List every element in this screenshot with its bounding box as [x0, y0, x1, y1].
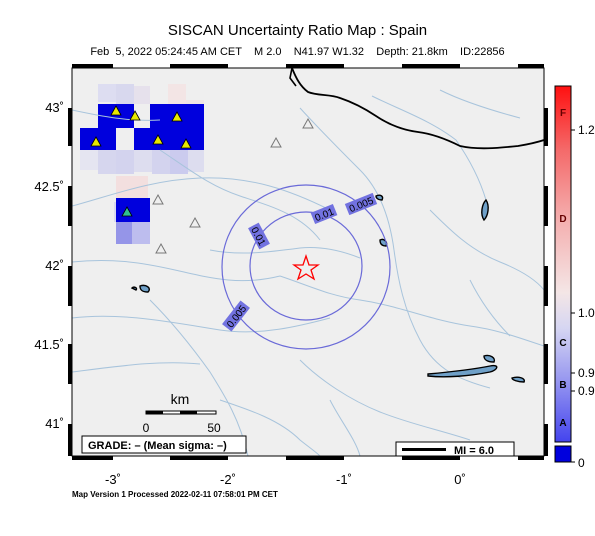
y-tick-label: 43˚ — [45, 100, 64, 115]
reservoirs — [130, 194, 525, 383]
colorbar-letter: A — [559, 418, 566, 429]
map-title: SISCAN Uncertainty Ratio Map : Spain — [167, 22, 428, 39]
x-tick-label: 0˚ — [454, 472, 466, 487]
station-marker-inactive — [270, 136, 282, 148]
colorbar-value: 1.2 — [578, 123, 595, 137]
colorbar-value: 1.0 — [578, 306, 595, 320]
y-tick-label: 41˚ — [45, 416, 64, 431]
station-marker-inactive — [189, 216, 201, 228]
y-tick-label: 41.5˚ — [34, 337, 64, 352]
station-marker — [90, 136, 102, 147]
colorbar-letter: C — [559, 338, 566, 349]
colorbar-letter: D — [559, 214, 566, 225]
scale-bar-end: 50 — [207, 421, 221, 435]
x-tick-label: -1˚ — [336, 472, 352, 487]
scale-bar-start: 0 — [143, 421, 150, 435]
station-marker — [129, 110, 141, 121]
y-tick-label: 42.5˚ — [34, 179, 64, 194]
station-marker — [180, 138, 192, 149]
x-tick-label: -2˚ — [220, 472, 236, 487]
colorbar-value: 0 — [578, 456, 585, 470]
epicenter-star — [291, 253, 321, 281]
colorbar-value: 0.9 — [578, 366, 595, 380]
station-marker — [171, 111, 183, 122]
border-edge — [289, 68, 297, 87]
station-marker — [152, 134, 164, 145]
colorbar-zero-swatch — [554, 445, 572, 463]
grade-box: GRADE: – (Mean sigma: –) — [81, 435, 247, 454]
rivers — [72, 89, 544, 456]
x-axis-labels: -3˚ -2˚ -1˚ 0˚ — [105, 472, 466, 487]
frame-ticks-vertical — [68, 108, 548, 456]
mi-legend: MI = 6.0 — [395, 441, 515, 457]
station-marker-inactive — [155, 242, 167, 254]
uncertainty-contours — [221, 184, 391, 350]
station-marker — [110, 105, 122, 116]
x-tick-label: -3˚ — [105, 472, 121, 487]
colorbar-letter: B — [559, 380, 566, 391]
event-info: Feb 5, 2022 05:24:45 AM CET M 2.0 N41.97… — [90, 46, 505, 58]
colorbar-value: 0.9 — [578, 384, 595, 398]
station-marker-inactive — [302, 117, 314, 129]
colorbar: F D C B A 1.2 1.0 0.9 0.9 0 — [554, 85, 595, 470]
seismic-stations — [90, 105, 314, 254]
national-border — [291, 68, 544, 150]
station-marker-active — [121, 206, 133, 217]
y-tick-label: 42˚ — [45, 258, 64, 273]
grade-text: GRADE: – (Mean sigma: –) — [88, 440, 227, 452]
y-axis-labels: 43˚ 42.5˚ 42˚ 41.5˚ 41˚ — [34, 100, 64, 431]
station-marker-inactive — [152, 193, 164, 205]
processing-info: Map Version 1 Processed 2022-02-11 07:58… — [72, 490, 278, 499]
mi-label: MI = 6.0 — [454, 445, 494, 457]
scale-bar-title: km — [171, 391, 190, 407]
colorbar-letter: F — [560, 108, 566, 119]
scale-bar: km 0 50 — [143, 391, 221, 435]
frame-ticks-horizontal — [72, 64, 544, 460]
